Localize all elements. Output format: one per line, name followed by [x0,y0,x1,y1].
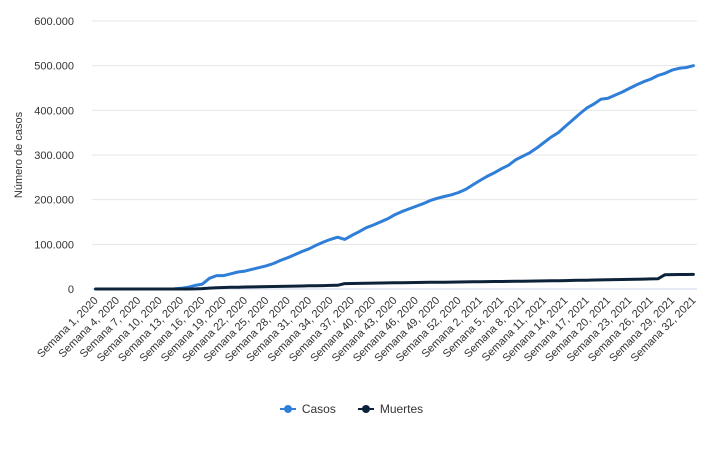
series-line-muertes[interactable] [94,272,695,291]
y-tick-label: 200.000 [34,195,74,207]
legend: Casos Muertes [0,402,703,416]
muertes-line-icon [357,405,374,413]
gridlines [92,20,697,290]
legend-label-muertes: Muertes [379,402,424,416]
line-chart: 0 100.000 200.000 300.000 400.000 500.000 600.… [13,16,699,365]
y-axis: 0 100.000 200.000 300.000 400.000 500.000 600.… [34,16,74,296]
y-tick-label: 500.000 [34,61,74,73]
y-tick-label: 0 [68,284,74,296]
series-line-casos[interactable] [94,64,695,291]
y-tick-label: 100.000 [34,239,74,251]
casos-line-icon [279,405,296,413]
legend-item-muertes[interactable]: Muertes [357,402,424,416]
series-lines[interactable] [94,64,695,291]
legend-label-casos: Casos [301,402,336,416]
y-tick-label: 400.000 [34,105,74,117]
y-tick-label: 600.000 [34,16,74,28]
y-tick-label: 300.000 [34,150,74,162]
legend-item-casos[interactable]: Casos [279,402,336,416]
y-axis-label: Número de casos [13,111,25,198]
